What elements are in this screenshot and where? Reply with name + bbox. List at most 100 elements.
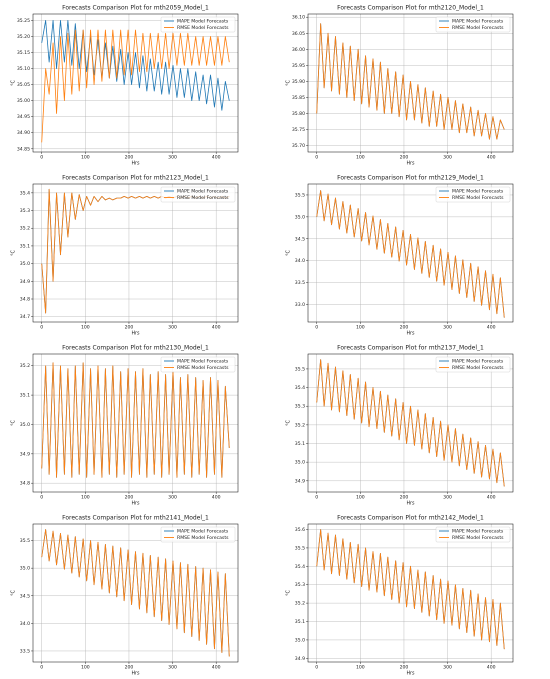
x-tick-label: 100 [81,665,90,671]
y-axis-label: °C [11,79,17,85]
chart-title: Forecasts Comparison Plot for mth2141_Mo… [62,515,209,522]
x-tick-label: 100 [81,325,90,331]
legend-box [435,526,511,543]
x-tick-label: 200 [125,155,134,161]
legend-label: MAPE Model Forecasts [177,359,229,365]
y-tick-label: 36.10 [292,15,305,21]
series-line [316,23,505,140]
x-axis-label: Hrs [406,671,415,677]
x-axis-label: Hrs [406,161,415,167]
y-tick-label: 35.15 [17,50,30,56]
y-axis-label: °C [286,589,292,595]
y-tick-label: 34.5 [20,593,30,599]
y-tick-label: 34.9 [295,656,305,662]
legend-box [435,16,511,33]
y-tick-label: 35.5 [295,192,305,198]
y-tick-label: 34.0 [295,258,305,264]
x-tick-label: 200 [400,495,409,501]
x-tick-label: 400 [212,495,221,501]
y-tick-label: 35.4 [295,564,305,570]
y-tick-label: 35.2 [20,363,30,369]
x-tick-label: 200 [125,325,134,331]
x-tick-label: 0 [40,495,43,501]
chart-title: Forecasts Comparison Plot for mth2123_Mo… [62,175,209,182]
plot-frame [307,13,514,153]
series-line [41,29,230,143]
x-tick-label: 200 [400,665,409,671]
x-axis-label: Hrs [131,671,140,677]
x-tick-label: 0 [40,155,43,161]
series-line [316,529,505,650]
legend-label: MAPE Model Forecasts [452,19,504,25]
y-tick-label: 35.95 [292,63,305,69]
y-tick-label: 35.70 [292,143,305,149]
series-line [316,190,505,318]
y-axis-label: °C [286,419,292,425]
x-tick-label: 100 [81,495,90,501]
x-tick-label: 0 [40,665,43,671]
y-tick-label: 35.5 [295,366,305,372]
y-axis-label: °C [286,249,292,255]
y-tick-label: 35.3 [295,404,305,410]
y-tick-label: 33.5 [20,648,30,654]
legend-box [160,16,236,33]
x-tick-label: 200 [125,665,134,671]
y-tick-label: 35.20 [17,34,30,40]
y-tick-label: 35.1 [295,619,305,625]
y-tick-label: 35.4 [20,190,30,196]
x-axis-label: Hrs [131,501,140,507]
y-tick-label: 35.1 [20,243,30,249]
y-tick-label: 35.6 [295,527,305,533]
x-tick-label: 0 [315,325,318,331]
y-axis-label: °C [11,419,17,425]
legend-label: MAPE Model Forecasts [452,529,504,535]
plot-area [33,524,238,662]
y-tick-label: 34.90 [17,130,30,136]
y-tick-label: 35.0 [295,460,305,466]
series-line [41,20,230,111]
series-line [41,529,230,657]
x-tick-label: 0 [40,325,43,331]
chart-title: Forecasts Comparison Plot for mth2129_Mo… [337,175,484,182]
y-tick-label: 34.9 [295,478,305,484]
y-tick-label: 35.0 [295,214,305,220]
y-tick-label: 35.1 [295,441,305,447]
x-axis-label: Hrs [131,161,140,167]
legend-label: MAPE Model Forecasts [177,19,229,25]
y-tick-label: 33.5 [295,280,305,286]
y-tick-label: 35.4 [295,385,305,391]
x-tick-label: 300 [443,495,452,501]
x-tick-label: 300 [443,325,452,331]
x-axis-label: Hrs [406,331,415,337]
y-tick-label: 34.5 [295,236,305,242]
plot-frame [307,353,514,493]
plot-frame [32,13,239,153]
x-tick-label: 400 [487,495,496,501]
y-tick-label: 35.90 [292,79,305,85]
x-tick-label: 400 [212,155,221,161]
x-tick-label: 300 [443,665,452,671]
x-tick-label: 400 [212,325,221,331]
legend-label: RMSE Model Forecasts [452,195,504,201]
x-tick-label: 100 [356,325,365,331]
legend-label: RMSE Model Forecasts [177,25,229,31]
y-tick-label: 35.75 [292,127,305,133]
y-tick-label: 35.25 [17,18,30,24]
plot-frame [32,523,239,663]
legend-label: RMSE Model Forecasts [452,365,504,371]
y-axis-label: °C [11,589,17,595]
legend-label: RMSE Model Forecasts [452,535,504,541]
x-tick-label: 0 [315,495,318,501]
y-tick-label: 35.80 [292,111,305,117]
y-tick-label: 34.8 [20,297,30,303]
series-line [41,362,230,478]
y-tick-label: 34.0 [20,621,30,627]
chart-title: Forecasts Comparison Plot for mth2137_Mo… [337,345,484,352]
x-tick-label: 200 [400,155,409,161]
legend-label: MAPE Model Forecasts [177,189,229,195]
y-tick-label: 35.0 [20,566,30,572]
legend-box [435,356,511,373]
y-axis-label: °C [286,79,292,85]
y-tick-label: 35.3 [295,582,305,588]
